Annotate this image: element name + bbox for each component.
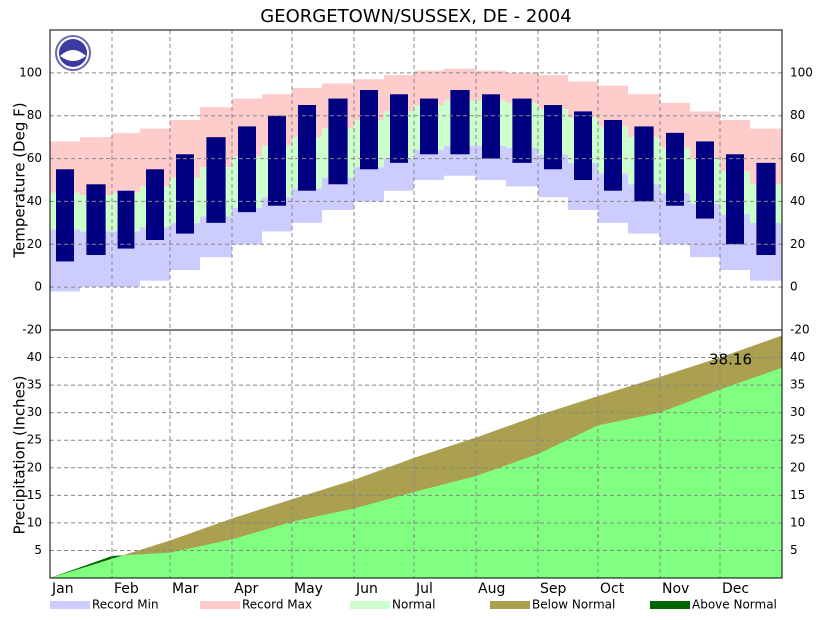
y-tick-label: 5 bbox=[34, 543, 42, 557]
observed-bar bbox=[56, 169, 74, 262]
observed-bar bbox=[666, 132, 684, 206]
y-tick-label: -20 bbox=[22, 323, 42, 337]
y-tick-label-right: 10 bbox=[790, 515, 805, 529]
record-max-bar bbox=[598, 85, 628, 127]
legend-swatch bbox=[50, 601, 90, 609]
record-min-bar bbox=[414, 150, 444, 180]
y-tick-label: 60 bbox=[27, 151, 42, 165]
y-tick-label-right: 60 bbox=[790, 151, 805, 165]
observed-bar bbox=[238, 126, 256, 213]
y-tick-label: 35 bbox=[27, 378, 42, 392]
observed-bar bbox=[574, 111, 592, 180]
observed-bar bbox=[634, 126, 654, 202]
y-tick-label: 40 bbox=[27, 350, 42, 364]
y-tick-label: 10 bbox=[27, 515, 42, 529]
observed-bar bbox=[420, 98, 438, 155]
x-tick-label: Apr bbox=[234, 581, 258, 597]
observed-bar bbox=[390, 94, 408, 163]
observed-bar bbox=[268, 115, 286, 206]
record-max-bar bbox=[538, 75, 568, 110]
y-tick-label: 100 bbox=[19, 65, 42, 79]
y-tick-label-right: 40 bbox=[790, 350, 805, 364]
total-annotation: 38.16 bbox=[709, 351, 752, 369]
y-tick-label: 0 bbox=[34, 280, 42, 294]
plot-frame bbox=[49, 29, 783, 579]
x-tick-label: Mar bbox=[172, 581, 199, 597]
x-tick-label: Jun bbox=[355, 581, 378, 597]
y-tick-label-right: 40 bbox=[790, 194, 805, 208]
observed-bar bbox=[756, 162, 776, 255]
y-tick-label-right: 0 bbox=[790, 280, 798, 294]
y-tick-label-right: -20 bbox=[790, 323, 810, 337]
y-tick-label: 30 bbox=[27, 405, 42, 419]
y-tick-label: 20 bbox=[27, 237, 42, 251]
legend-label: Below Normal bbox=[532, 598, 615, 612]
record-min-bar bbox=[354, 167, 384, 202]
legend-swatch bbox=[200, 601, 240, 609]
x-tick-label: Jul bbox=[415, 581, 433, 597]
legend-label: Above Normal bbox=[692, 598, 777, 612]
y-axis-label: Precipitation (Inches) bbox=[11, 376, 29, 535]
legend-swatch bbox=[650, 601, 690, 609]
y-tick-label-right: 25 bbox=[790, 433, 805, 447]
x-tick-label: Oct bbox=[600, 581, 625, 597]
observed-bar bbox=[298, 105, 316, 191]
observed-bar bbox=[360, 90, 378, 170]
record-min-bar bbox=[384, 158, 414, 191]
x-tick-label: Jan bbox=[51, 581, 74, 597]
y-tick-label-right: 30 bbox=[790, 405, 805, 419]
x-tick-label: Nov bbox=[662, 581, 689, 597]
y-tick-label: 25 bbox=[27, 433, 42, 447]
x-tick-label: May bbox=[294, 581, 323, 597]
record-max-bar bbox=[506, 72, 538, 103]
y-tick-label: 20 bbox=[27, 460, 42, 474]
observed-bar bbox=[696, 141, 714, 219]
observed-bar bbox=[726, 154, 744, 245]
y-tick-label-right: 100 bbox=[790, 65, 813, 79]
observed-bar bbox=[482, 94, 500, 159]
record-min-bar bbox=[232, 207, 262, 245]
observed-bar bbox=[512, 98, 532, 163]
chart-title: GEORGETOWN/SUSSEX, DE - 2004 bbox=[260, 6, 571, 27]
y-tick-label: 15 bbox=[27, 488, 42, 502]
legend-label: Normal bbox=[392, 598, 435, 612]
observed-bar bbox=[604, 120, 622, 191]
observed-area bbox=[50, 367, 782, 578]
observed-bar bbox=[117, 190, 135, 249]
observed-bar bbox=[450, 90, 470, 155]
y-tick-label-right: 80 bbox=[790, 108, 805, 122]
observed-bar bbox=[146, 169, 164, 240]
observed-bar bbox=[86, 184, 106, 255]
y-tick-label-right: 20 bbox=[790, 460, 805, 474]
legend-label: Record Min bbox=[92, 598, 159, 612]
observed-bar bbox=[328, 98, 348, 185]
observed-bar bbox=[176, 154, 194, 234]
y-tick-label: 40 bbox=[27, 194, 42, 208]
record-max-bar bbox=[112, 132, 140, 193]
legend-swatch bbox=[490, 601, 530, 609]
x-tick-label: Feb bbox=[114, 581, 139, 597]
observed-bar bbox=[544, 105, 562, 170]
observed-bar bbox=[206, 137, 226, 223]
record-min-bar bbox=[200, 216, 232, 258]
x-tick-label: Sep bbox=[540, 581, 567, 597]
legend-label: Record Max bbox=[242, 598, 312, 612]
y-tick-label-right: 35 bbox=[790, 378, 805, 392]
x-tick-label: Aug bbox=[478, 581, 505, 597]
y-tick-label: 80 bbox=[27, 108, 42, 122]
legend-swatch bbox=[350, 601, 390, 609]
y-tick-label-right: 20 bbox=[790, 237, 805, 251]
record-min-bar bbox=[292, 188, 322, 223]
x-tick-label: Dec bbox=[722, 581, 749, 597]
y-axis-label: Temperature (Deg F) bbox=[11, 102, 29, 258]
y-tick-label-right: 15 bbox=[790, 488, 805, 502]
logo bbox=[55, 35, 91, 71]
y-tick-label-right: 5 bbox=[790, 543, 798, 557]
